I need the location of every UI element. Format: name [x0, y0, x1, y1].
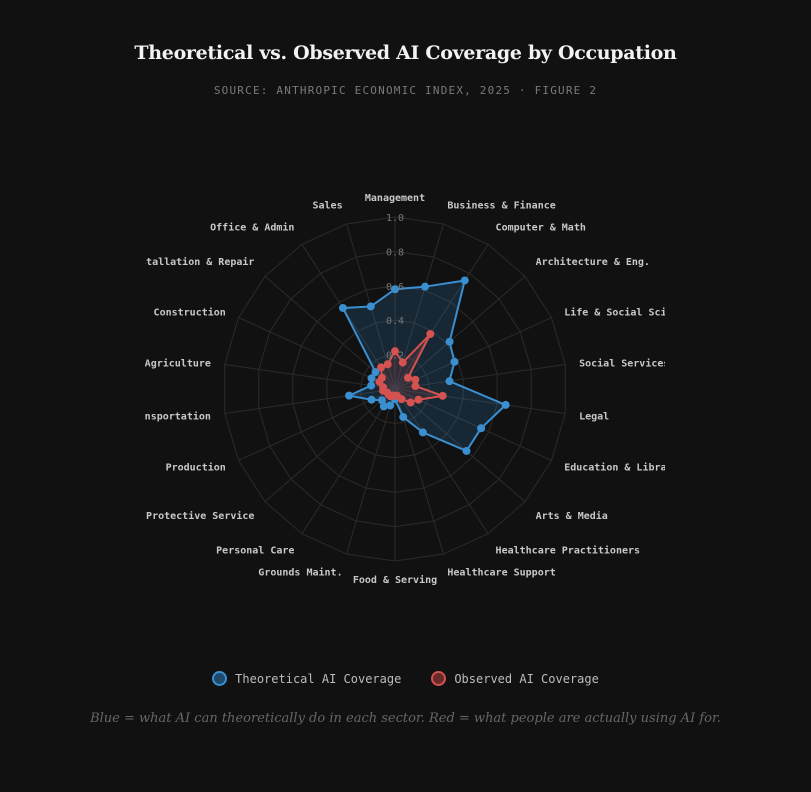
data-point-theoretical[interactable] [450, 357, 459, 366]
data-point-theoretical[interactable] [367, 381, 376, 390]
legend-item-theoretical[interactable]: Theoretical AI Coverage [212, 671, 401, 686]
data-point-theoretical[interactable] [477, 424, 486, 433]
data-point-theoretical[interactable] [462, 446, 471, 455]
axis-label: Protective Service [146, 510, 254, 522]
legend-swatch-blue [212, 671, 228, 686]
data-point-theoretical[interactable] [460, 276, 469, 285]
axis-label: Computer & Math [496, 223, 586, 234]
grid-spoke [394, 364, 566, 390]
tick-label: 0.6 [386, 282, 404, 293]
tick-label: 0.8 [386, 247, 404, 258]
data-point-theoretical[interactable] [338, 303, 347, 312]
axis-labels: Management Business & Finance Computer & M… [145, 193, 665, 586]
data-point-theoretical[interactable] [345, 391, 354, 400]
data-point-observed[interactable] [383, 360, 392, 369]
data-point-observed[interactable] [426, 330, 435, 339]
axis-label: Education & Libra [564, 461, 665, 473]
data-point-theoretical[interactable] [421, 282, 430, 291]
axis-label: Architecture & Eng. [536, 256, 650, 268]
data-point-theoretical[interactable] [379, 402, 388, 411]
radar-grid [224, 216, 566, 562]
data-point-theoretical[interactable] [367, 395, 376, 404]
axis-label: Office & Admin [210, 222, 294, 234]
axis-label: Healthcare Practitioners [496, 544, 641, 556]
axis-label: Business & Finance [447, 200, 555, 212]
grid-spoke [224, 364, 396, 390]
axis-label: Food & Serving [353, 574, 437, 586]
grid-spoke [301, 388, 396, 534]
chart-caption: Blue = what AI can theoretically do in e… [90, 711, 721, 726]
radar-chart: 0.2 0.4 0.6 0.8 1.0 Management Business & Fin… [145, 193, 665, 586]
data-point-observed[interactable] [403, 373, 412, 382]
grid-spoke [394, 388, 526, 503]
grid-spoke [394, 244, 489, 390]
axis-label: Installation & Repair [145, 256, 254, 268]
data-point-observed[interactable] [411, 375, 420, 384]
data-point-observed[interactable] [391, 347, 399, 356]
axis-label: Legal [579, 411, 609, 422]
tick-label: 0.2 [386, 351, 404, 362]
axis-label: Social Services [579, 358, 665, 370]
data-point-observed[interactable] [398, 358, 407, 367]
radial-ticks: 0.2 0.4 0.6 0.8 1.0 [386, 213, 404, 362]
axis-label: Grounds Maint. [258, 566, 342, 578]
axis-label: Construction [154, 307, 226, 319]
grid-spoke [394, 317, 552, 390]
data-point-theoretical[interactable] [501, 400, 510, 409]
axis-label: Personal Care [216, 545, 294, 556]
data-point-theoretical[interactable] [445, 377, 454, 386]
tick-label: 1.0 [386, 213, 404, 224]
legend-item-observed[interactable]: Observed AI Coverage [431, 671, 599, 686]
data-point-theoretical[interactable] [378, 396, 387, 405]
grid-spoke [394, 388, 489, 534]
axis-label: Agriculture [145, 358, 211, 370]
data-point-theoretical[interactable] [391, 285, 399, 294]
grid-spoke [394, 388, 566, 414]
axis-label: Production [166, 461, 226, 473]
data-point-observed[interactable] [411, 382, 420, 391]
data-point-theoretical[interactable] [445, 337, 454, 346]
tick-label: 0.4 [386, 316, 404, 327]
chart-subtitle: SOURCE: ANTHROPIC ECONOMIC INDEX, 2025 ·… [213, 84, 598, 97]
legend-label-observed: Observed AI Coverage [454, 671, 599, 686]
data-point-theoretical[interactable] [418, 428, 427, 437]
chart-title: Theoretical vs. Observed AI Coverage by … [134, 42, 677, 64]
grid-spoke [264, 388, 396, 503]
grid-spoke [394, 275, 526, 390]
data-point-observed[interactable] [406, 398, 415, 407]
data-point-observed[interactable] [438, 391, 447, 400]
radar-series [338, 276, 510, 455]
data-point-theoretical[interactable] [367, 374, 376, 383]
axis-label: Transportation [145, 410, 211, 422]
data-point-theoretical[interactable] [386, 401, 395, 410]
legend-swatch-red [431, 671, 447, 686]
axis-label: Life & Social Sci [564, 307, 665, 319]
grid-spoke [346, 388, 396, 555]
axis-label: Healthcare Support [447, 567, 555, 578]
axis-label: Management [365, 193, 425, 204]
axis-label: Sales [312, 201, 342, 212]
data-point-theoretical[interactable] [366, 302, 375, 311]
data-point-observed[interactable] [378, 373, 387, 382]
data-point-observed[interactable] [414, 395, 423, 404]
grid-spoke [224, 388, 396, 414]
data-point-observed[interactable] [377, 363, 386, 372]
chart-legend: Theoretical AI Coverage Observed AI Cove… [0, 671, 811, 686]
legend-label-theoretical: Theoretical AI Coverage [235, 671, 402, 686]
data-point-theoretical[interactable] [399, 413, 408, 422]
data-point-theoretical[interactable] [371, 368, 380, 377]
axis-label: Arts & Media [536, 510, 608, 522]
